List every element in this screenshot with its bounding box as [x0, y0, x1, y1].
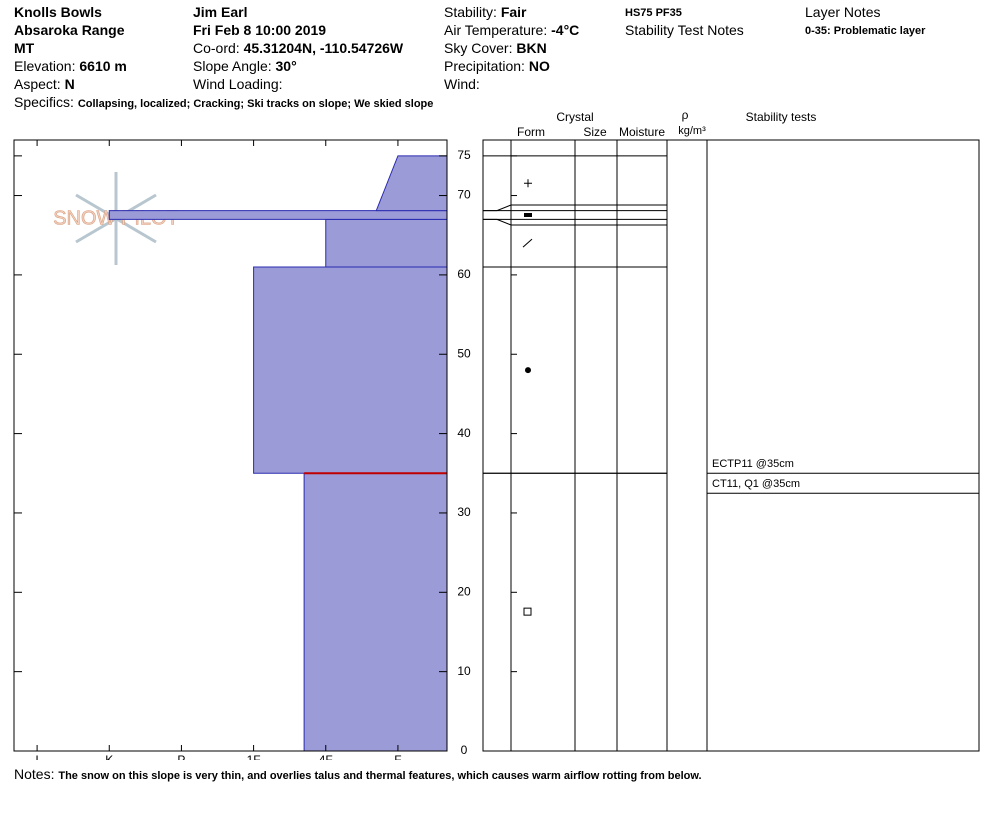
- plot-frame: [13, 139, 448, 752]
- y-tick-label: 70: [457, 188, 471, 202]
- label: Co-ord:: [193, 40, 240, 56]
- layer: [303, 472, 448, 752]
- grain-symbol: [525, 367, 531, 374]
- col-head: Stability tests: [746, 110, 817, 124]
- label: Specifics:: [14, 94, 74, 110]
- stability-test: ECTP11 @35cm: [712, 458, 794, 470]
- aspect: Aspect: N: [14, 75, 75, 93]
- label: Sky Cover:: [444, 40, 513, 56]
- state: MT: [14, 40, 35, 56]
- table-frame: [482, 139, 980, 752]
- precip: Precipitation: NO: [444, 57, 550, 75]
- grain-symbol: [524, 179, 532, 188]
- y-tick-label: 50: [457, 346, 471, 360]
- y-tick-label: 0: [461, 743, 468, 757]
- y-tick-label: 60: [457, 267, 471, 281]
- layer-note: 0-35: Problematic layer: [805, 25, 926, 37]
- x-tick-label: 1F: [247, 753, 261, 760]
- table-columns: [510, 140, 708, 751]
- label: Aspect:: [14, 76, 61, 92]
- col-head: Size: [583, 125, 607, 139]
- range: Absaroka Range: [14, 22, 125, 38]
- x-tick-label: K: [105, 753, 113, 760]
- value: 30°: [275, 58, 297, 74]
- chart: SNOW PILOT Crystal Form Size Moisture ρ …: [13, 108, 980, 760]
- stability-notes: Stability Test Notes: [625, 22, 744, 38]
- col-head: Form: [517, 125, 545, 139]
- col-head: ρ: [682, 108, 689, 122]
- x-tick-label: I: [35, 753, 38, 760]
- value: The snow on this slope is very thin, and…: [58, 770, 702, 782]
- layer: [375, 155, 448, 212]
- stability-test: CT11, Q1 @35cm: [712, 478, 800, 490]
- sky: Sky Cover: BKN: [444, 39, 547, 57]
- wind: Wind:: [444, 76, 480, 92]
- label: Air Temperature:: [444, 22, 548, 38]
- y-tick-label: 75: [457, 148, 471, 162]
- x-tick-label: F: [394, 753, 401, 760]
- x-tick-label: 4F: [319, 753, 333, 760]
- date: Fri Feb 8 10:00 2019: [193, 22, 327, 38]
- observer: Jim Earl: [193, 4, 248, 20]
- wind-loading: Wind Loading:: [193, 76, 283, 92]
- air-temp: Air Temperature: -4°C: [444, 21, 579, 39]
- label: Elevation:: [14, 58, 76, 74]
- y-tick-label: 30: [457, 505, 471, 519]
- y-tick-label: 20: [457, 584, 471, 598]
- specifics: Specifics: Collapsing, localized; Cracki…: [14, 93, 433, 113]
- slope: Slope Angle: 30°: [193, 57, 297, 75]
- col-head: Crystal: [556, 110, 593, 124]
- value: N: [64, 76, 75, 92]
- y-tick-label: 40: [457, 426, 471, 440]
- value: 45.31204N, -110.54726W: [243, 40, 404, 56]
- y-tick-label: 10: [457, 664, 471, 678]
- value: BKN: [516, 40, 547, 56]
- value: -4°C: [551, 22, 580, 38]
- grain-symbol: [524, 212, 532, 217]
- grain-symbol: [522, 238, 533, 248]
- x-tick-label: P: [177, 753, 185, 760]
- coord: Co-ord: 45.31204N, -110.54726W: [193, 39, 403, 57]
- stability: Stability: Fair: [444, 3, 527, 21]
- col-head: kg/m³: [678, 125, 706, 137]
- layer: [108, 210, 448, 220]
- value: Fair: [500, 4, 527, 20]
- layer: [253, 266, 448, 474]
- layer-boundary: [483, 218, 667, 226]
- label: Stability:: [444, 4, 497, 20]
- notes: Notes: The snow on this slope is very th…: [14, 765, 702, 785]
- value: Collapsing, localized; Cracking; Ski tra…: [77, 98, 434, 110]
- layer: [325, 218, 448, 268]
- layer-notes: Layer Notes: [805, 4, 881, 20]
- label: Precipitation:: [444, 58, 525, 74]
- col-head: Moisture: [619, 125, 665, 139]
- label: Slope Angle:: [193, 58, 272, 74]
- hs: HS75 PF35: [625, 7, 682, 19]
- value: NO: [528, 58, 550, 74]
- label: Notes:: [14, 766, 55, 782]
- location: Knolls Bowls: [14, 4, 102, 20]
- grain-symbol: [523, 607, 532, 616]
- elevation: Elevation: 6610 m: [14, 57, 127, 75]
- value: 6610 m: [79, 58, 127, 74]
